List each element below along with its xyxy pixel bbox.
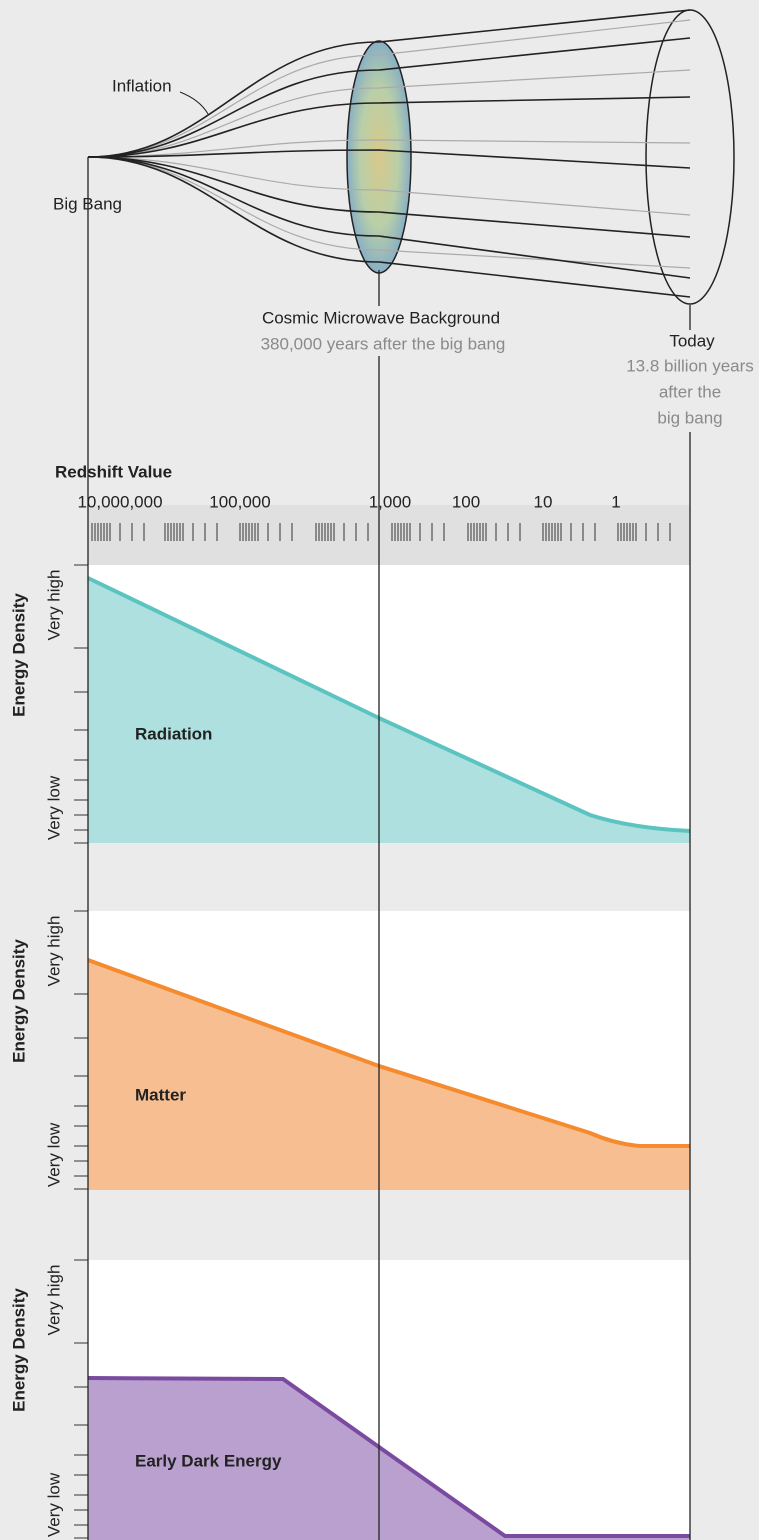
axis-title: Energy Density xyxy=(9,1288,28,1412)
infographic: Inflation Big Bang Cosmic Microwave Back… xyxy=(0,0,759,1540)
redshift-tick-label: 100 xyxy=(452,492,480,511)
cmb-sublabel: 380,000 years after the big bang xyxy=(261,334,506,353)
high-label: Very high xyxy=(44,916,63,987)
cmb-label: Cosmic Microwave Background xyxy=(262,308,500,327)
panel-label: Matter xyxy=(135,1085,186,1104)
today-sublabel: 13.8 billion years xyxy=(626,356,754,375)
axis-band xyxy=(88,505,690,565)
panels: Radiation Energy Density Very high Very low… xyxy=(9,565,690,1540)
panel-label: Early Dark Energy xyxy=(135,1451,282,1470)
high-label: Very high xyxy=(44,570,63,641)
cmb-disc xyxy=(347,41,411,273)
high-label: Very high xyxy=(44,1265,63,1336)
redshift-title: Redshift Value xyxy=(55,462,172,481)
low-label: Very low xyxy=(44,1122,63,1187)
redshift-tick-label: 1,000 xyxy=(369,492,412,511)
axis-title: Energy Density xyxy=(9,939,28,1063)
low-label: Very low xyxy=(44,1472,63,1537)
panel-label: Radiation xyxy=(135,724,212,743)
today-sublabel: big bang xyxy=(657,408,722,427)
redshift-tick-label: 10 xyxy=(534,492,553,511)
today-sublabel: after the xyxy=(659,382,721,401)
low-label: Very low xyxy=(44,775,63,840)
inflation-label: Inflation xyxy=(112,76,172,95)
today-label: Today xyxy=(669,331,715,350)
redshift-tick-label: 10,000,000 xyxy=(77,492,162,511)
axis-title: Energy Density xyxy=(9,593,28,717)
redshift-tick-label: 1 xyxy=(611,492,620,511)
redshift-tick-label: 100,000 xyxy=(209,492,270,511)
